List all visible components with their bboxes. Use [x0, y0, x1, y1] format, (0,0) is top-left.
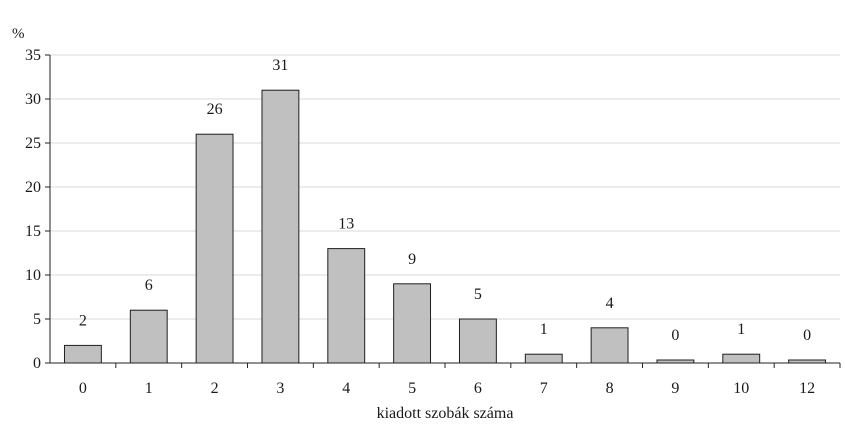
x-tick-label: 0: [79, 380, 87, 397]
data-label-10: 1: [737, 321, 745, 338]
x-axis-ticks: 0 1 2 3 4 5 6 7 8 9 10 12: [79, 363, 841, 397]
y-axis-unit-label: %: [12, 26, 25, 42]
x-tick-label: 4: [342, 380, 350, 397]
y-tick-label: 20: [25, 179, 41, 196]
bar-5: [393, 283, 432, 364]
y-axis-ticks: 0 5 10 15 20 25 30 35: [25, 47, 50, 372]
bar-3: [261, 89, 300, 364]
data-label-8: 4: [606, 295, 614, 312]
x-tick-label: 5: [408, 380, 416, 397]
x-tick-label: 7: [540, 380, 548, 397]
y-tick-label: 15: [25, 223, 41, 240]
x-axis-title: kiadott szobák száma: [377, 405, 514, 422]
bar-4: [327, 248, 366, 364]
x-tick-label: 10: [733, 380, 749, 397]
y-tick-label: 25: [25, 135, 41, 152]
x-tick-label: 6: [474, 380, 482, 397]
x-tick-label: 12: [799, 380, 815, 397]
gridlines: [50, 54, 840, 320]
y-tick-label: 30: [25, 91, 41, 108]
data-label-9: 0: [671, 327, 679, 344]
y-tick-label: 10: [25, 267, 41, 284]
bar-7: [524, 353, 563, 364]
bars: [63, 89, 827, 364]
bar-6: [458, 318, 497, 364]
bar-10: [722, 353, 761, 364]
data-label-1: 6: [145, 277, 153, 294]
data-label-0: 2: [79, 312, 87, 329]
x-tick-label: 9: [671, 380, 679, 397]
bar-0: [63, 344, 102, 364]
data-label-6: 5: [474, 286, 482, 303]
data-label-7: 1: [540, 321, 548, 338]
data-label-12: 0: [803, 327, 811, 344]
bar-1: [129, 309, 168, 364]
bar-2: [195, 133, 234, 364]
data-label-4: 13: [338, 216, 354, 233]
y-tick-label: 5: [33, 311, 41, 328]
y-tick-label: 35: [25, 47, 41, 64]
x-tick-label: 2: [211, 380, 219, 397]
x-tick-label: 3: [276, 380, 284, 397]
x-tick-label: 1: [145, 380, 153, 397]
bar-8: [590, 327, 629, 364]
data-label-5: 9: [408, 251, 416, 268]
data-label-2: 26: [207, 101, 223, 118]
data-label-3: 31: [272, 57, 288, 74]
y-tick-label: 0: [33, 355, 41, 372]
x-tick-label: 8: [606, 380, 614, 397]
